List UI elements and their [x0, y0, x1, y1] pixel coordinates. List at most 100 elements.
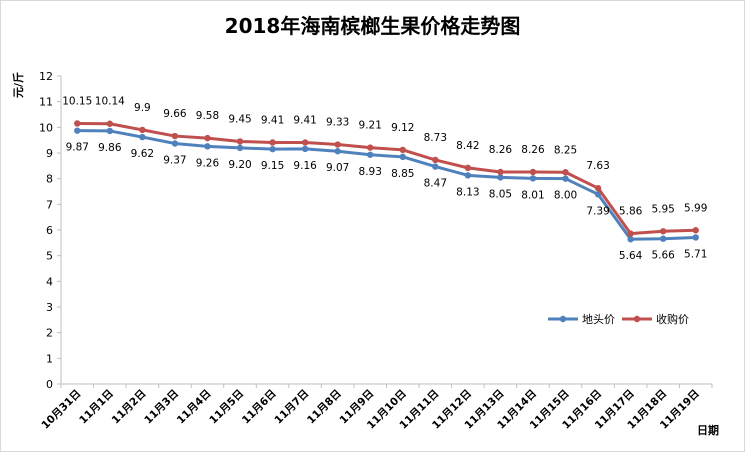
legend: 地头价 收购价: [548, 312, 689, 326]
data-point: [692, 234, 699, 241]
data-label: 8.73: [424, 132, 447, 144]
data-point: [269, 145, 276, 153]
data-label: 8.25: [554, 144, 577, 156]
data-label: 5.99: [684, 202, 707, 214]
y-tick-label: 3: [46, 301, 53, 314]
data-point: [659, 228, 667, 235]
data-label: 8.01: [521, 189, 544, 201]
y-tick-label: 6: [46, 224, 53, 237]
data-label: 9.33: [326, 117, 349, 129]
data-point: [301, 145, 309, 153]
data-point: [139, 126, 146, 134]
legend-marker: [559, 315, 567, 323]
y-tick-label: 0: [46, 378, 53, 391]
x-tick-label: 11月4日: [175, 388, 214, 427]
y-tick-label: 5: [46, 250, 53, 263]
data-label: 5.71: [684, 248, 707, 260]
data-label: 9.87: [66, 142, 89, 154]
data-label: 9.58: [196, 110, 219, 122]
axes: [60, 76, 712, 385]
data-label: 9.26: [196, 157, 220, 169]
x-tick-label: 11月3日: [142, 388, 181, 427]
data-point: [301, 139, 309, 146]
y-tick-label: 2: [46, 327, 53, 340]
data-point: [204, 143, 211, 150]
data-label: 8.05: [489, 188, 512, 200]
data-point: [171, 132, 179, 140]
data-label: 9.66: [163, 108, 187, 120]
data-point: [627, 236, 634, 243]
data-label: 8.26: [489, 144, 513, 156]
data-point: [562, 175, 569, 182]
data-point: [367, 151, 374, 158]
y-tick-label: 7: [46, 198, 53, 211]
x-tick-label: 10月31日: [39, 388, 83, 432]
data-label: 9.45: [228, 113, 251, 125]
chart-title: 2018年海南槟榔生果价格走势图: [224, 14, 521, 38]
data-label: 8.93: [359, 166, 382, 178]
data-point: [659, 235, 667, 242]
data-point: [562, 169, 569, 176]
data-point: [692, 227, 699, 234]
x-tick-label: 11月1日: [77, 388, 116, 427]
x-tick-label: 11月6日: [240, 388, 279, 427]
data-label: 8.13: [456, 186, 479, 198]
data-point: [106, 120, 114, 127]
data-point: [334, 141, 341, 148]
data-label: 8.42: [456, 140, 479, 152]
y-axis-label: 元/斤: [11, 72, 25, 98]
data-label: 5.86: [619, 206, 643, 218]
data-point: [204, 134, 211, 142]
legend-label: 地头价: [582, 313, 615, 326]
data-label: 10.15: [62, 95, 92, 107]
data-label: 8.00: [554, 190, 577, 202]
data-label: 9.07: [326, 162, 349, 174]
data-point: [367, 144, 374, 151]
data-point: [74, 127, 81, 134]
data-point: [74, 120, 81, 127]
data-point: [269, 139, 276, 146]
data-point: [627, 230, 634, 237]
data-point: [497, 168, 504, 176]
x-tick-label: 11月2日: [110, 388, 149, 427]
data-label: 8.47: [424, 178, 447, 190]
y-tick-label: 12: [39, 70, 53, 83]
data-point: [529, 168, 537, 176]
series-group: [74, 120, 699, 243]
data-label: 9.15: [261, 160, 284, 172]
x-tick-label: 11月8日: [305, 388, 344, 427]
y-tick-label: 8: [46, 173, 53, 186]
legend-marker: [633, 315, 641, 323]
data-label: 5.64: [619, 250, 643, 262]
data-point: [399, 153, 406, 161]
x-tick-label: 11月5日: [207, 388, 246, 427]
series-line-1: [77, 121, 696, 236]
y-tick-label: 1: [46, 352, 53, 365]
x-ticks: 10月31日11月1日11月2日11月3日11月4日11月5日11月6日11月7…: [39, 384, 713, 432]
data-label: 8.85: [391, 168, 414, 180]
data-label: 7.39: [586, 205, 609, 217]
x-axis-label: 日期: [697, 423, 719, 437]
series-line-0: [77, 129, 696, 241]
data-point: [464, 164, 472, 172]
y-tick-label: 4: [46, 275, 53, 288]
data-label: 10.14: [95, 96, 125, 108]
data-point: [497, 174, 504, 181]
data-label: 9.37: [163, 155, 186, 167]
data-point: [171, 140, 179, 147]
data-point: [464, 172, 472, 179]
data-point: [529, 175, 537, 182]
data-label: 5.95: [651, 203, 674, 215]
legend-label: 收购价: [656, 312, 689, 326]
data-label: 9.86: [98, 142, 122, 154]
data-point: [236, 138, 244, 145]
data-label: 9.21: [359, 120, 382, 132]
data-point: [236, 144, 244, 152]
data-point: [432, 163, 439, 170]
y-tick-label: 10: [39, 121, 53, 134]
data-label: 9.16: [293, 160, 317, 172]
data-label: 9.41: [293, 114, 316, 126]
data-label: 5.66: [651, 250, 675, 262]
y-tick-label: 11: [39, 96, 53, 109]
